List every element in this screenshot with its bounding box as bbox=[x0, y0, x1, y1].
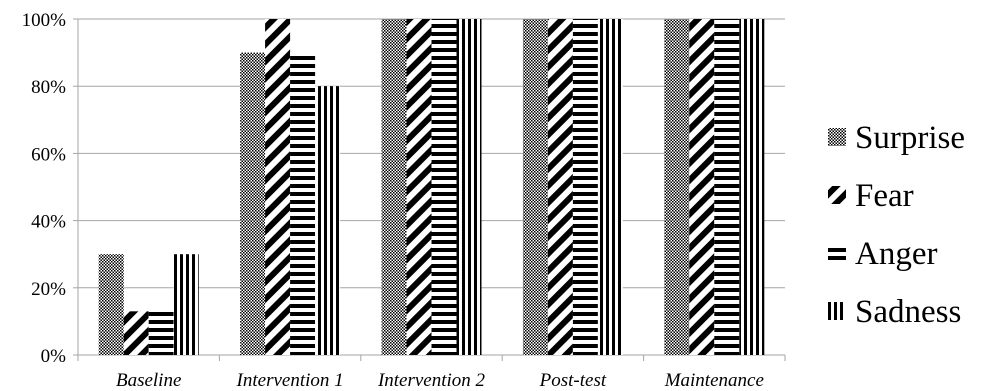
bar-fear-intervention-1 bbox=[265, 19, 291, 355]
x-category-label: Baseline bbox=[116, 370, 181, 391]
x-category-label: Post-test bbox=[539, 370, 607, 391]
bar-anger-maintenance bbox=[714, 19, 740, 355]
bar-anger-post-test bbox=[572, 19, 598, 355]
legend-label-sadness: Sadness bbox=[855, 294, 961, 330]
bar-sadness-post-test bbox=[597, 19, 623, 355]
bar-sadness-baseline bbox=[173, 254, 199, 355]
y-axis-tick-labels: 0% 20% 40% 60% 80% 100% bbox=[22, 10, 67, 367]
bar-anger-baseline bbox=[148, 311, 174, 355]
legend-label-surprise: Surprise bbox=[855, 120, 965, 156]
bar-surprise-intervention-1 bbox=[240, 52, 266, 355]
legend: Surprise Fear Anger Sadness bbox=[828, 120, 965, 330]
legend-swatch-surprise bbox=[828, 128, 846, 146]
y-tick-label: 100% bbox=[22, 10, 67, 31]
y-tick-label: 60% bbox=[31, 144, 66, 165]
y-tick-label: 0% bbox=[41, 346, 67, 367]
bar-sadness-maintenance bbox=[739, 19, 765, 355]
x-category-label: Maintenance bbox=[664, 370, 764, 391]
bar-fear-intervention-2 bbox=[406, 19, 432, 355]
bar-surprise-maintenance bbox=[664, 19, 690, 355]
bar-surprise-post-test bbox=[522, 19, 548, 355]
legend-swatch-fear bbox=[828, 186, 846, 204]
bar-fear-baseline bbox=[123, 311, 149, 355]
y-tick-label: 80% bbox=[31, 77, 66, 98]
legend-swatch-sadness bbox=[828, 302, 846, 320]
bar-anger-intervention-2 bbox=[431, 19, 457, 355]
x-axis-category-labels: Baseline Intervention 1 Intervention 2 Post… bbox=[116, 370, 764, 391]
x-category-label: Intervention 1 bbox=[236, 370, 344, 391]
bar-sadness-intervention-1 bbox=[315, 86, 341, 355]
y-tick-label: 40% bbox=[31, 212, 66, 233]
bar-anger-intervention-1 bbox=[290, 52, 316, 355]
legend-swatch-anger bbox=[828, 244, 846, 262]
bar-fear-post-test bbox=[547, 19, 573, 355]
bar-surprise-intervention-2 bbox=[381, 19, 407, 355]
bars bbox=[98, 19, 765, 355]
bar-surprise-baseline bbox=[98, 254, 124, 355]
y-tick-label: 20% bbox=[31, 279, 66, 300]
legend-label-fear: Fear bbox=[855, 178, 914, 214]
bar-fear-maintenance bbox=[689, 19, 715, 355]
legend-label-anger: Anger bbox=[855, 236, 937, 272]
x-category-label: Intervention 2 bbox=[377, 370, 486, 391]
bar-sadness-intervention-2 bbox=[456, 19, 482, 355]
